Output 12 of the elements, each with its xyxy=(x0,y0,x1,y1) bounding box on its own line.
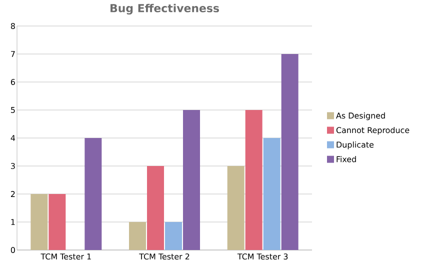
bar xyxy=(147,166,164,250)
bar xyxy=(281,54,298,250)
chart-title: Bug Effectiveness xyxy=(110,4,219,15)
bar xyxy=(129,222,146,250)
bar xyxy=(183,110,200,250)
bar xyxy=(30,194,48,250)
bar xyxy=(48,194,66,250)
bar xyxy=(84,138,102,250)
bar xyxy=(245,110,262,250)
bar xyxy=(263,138,280,250)
bar xyxy=(227,166,244,250)
bar xyxy=(165,222,182,250)
